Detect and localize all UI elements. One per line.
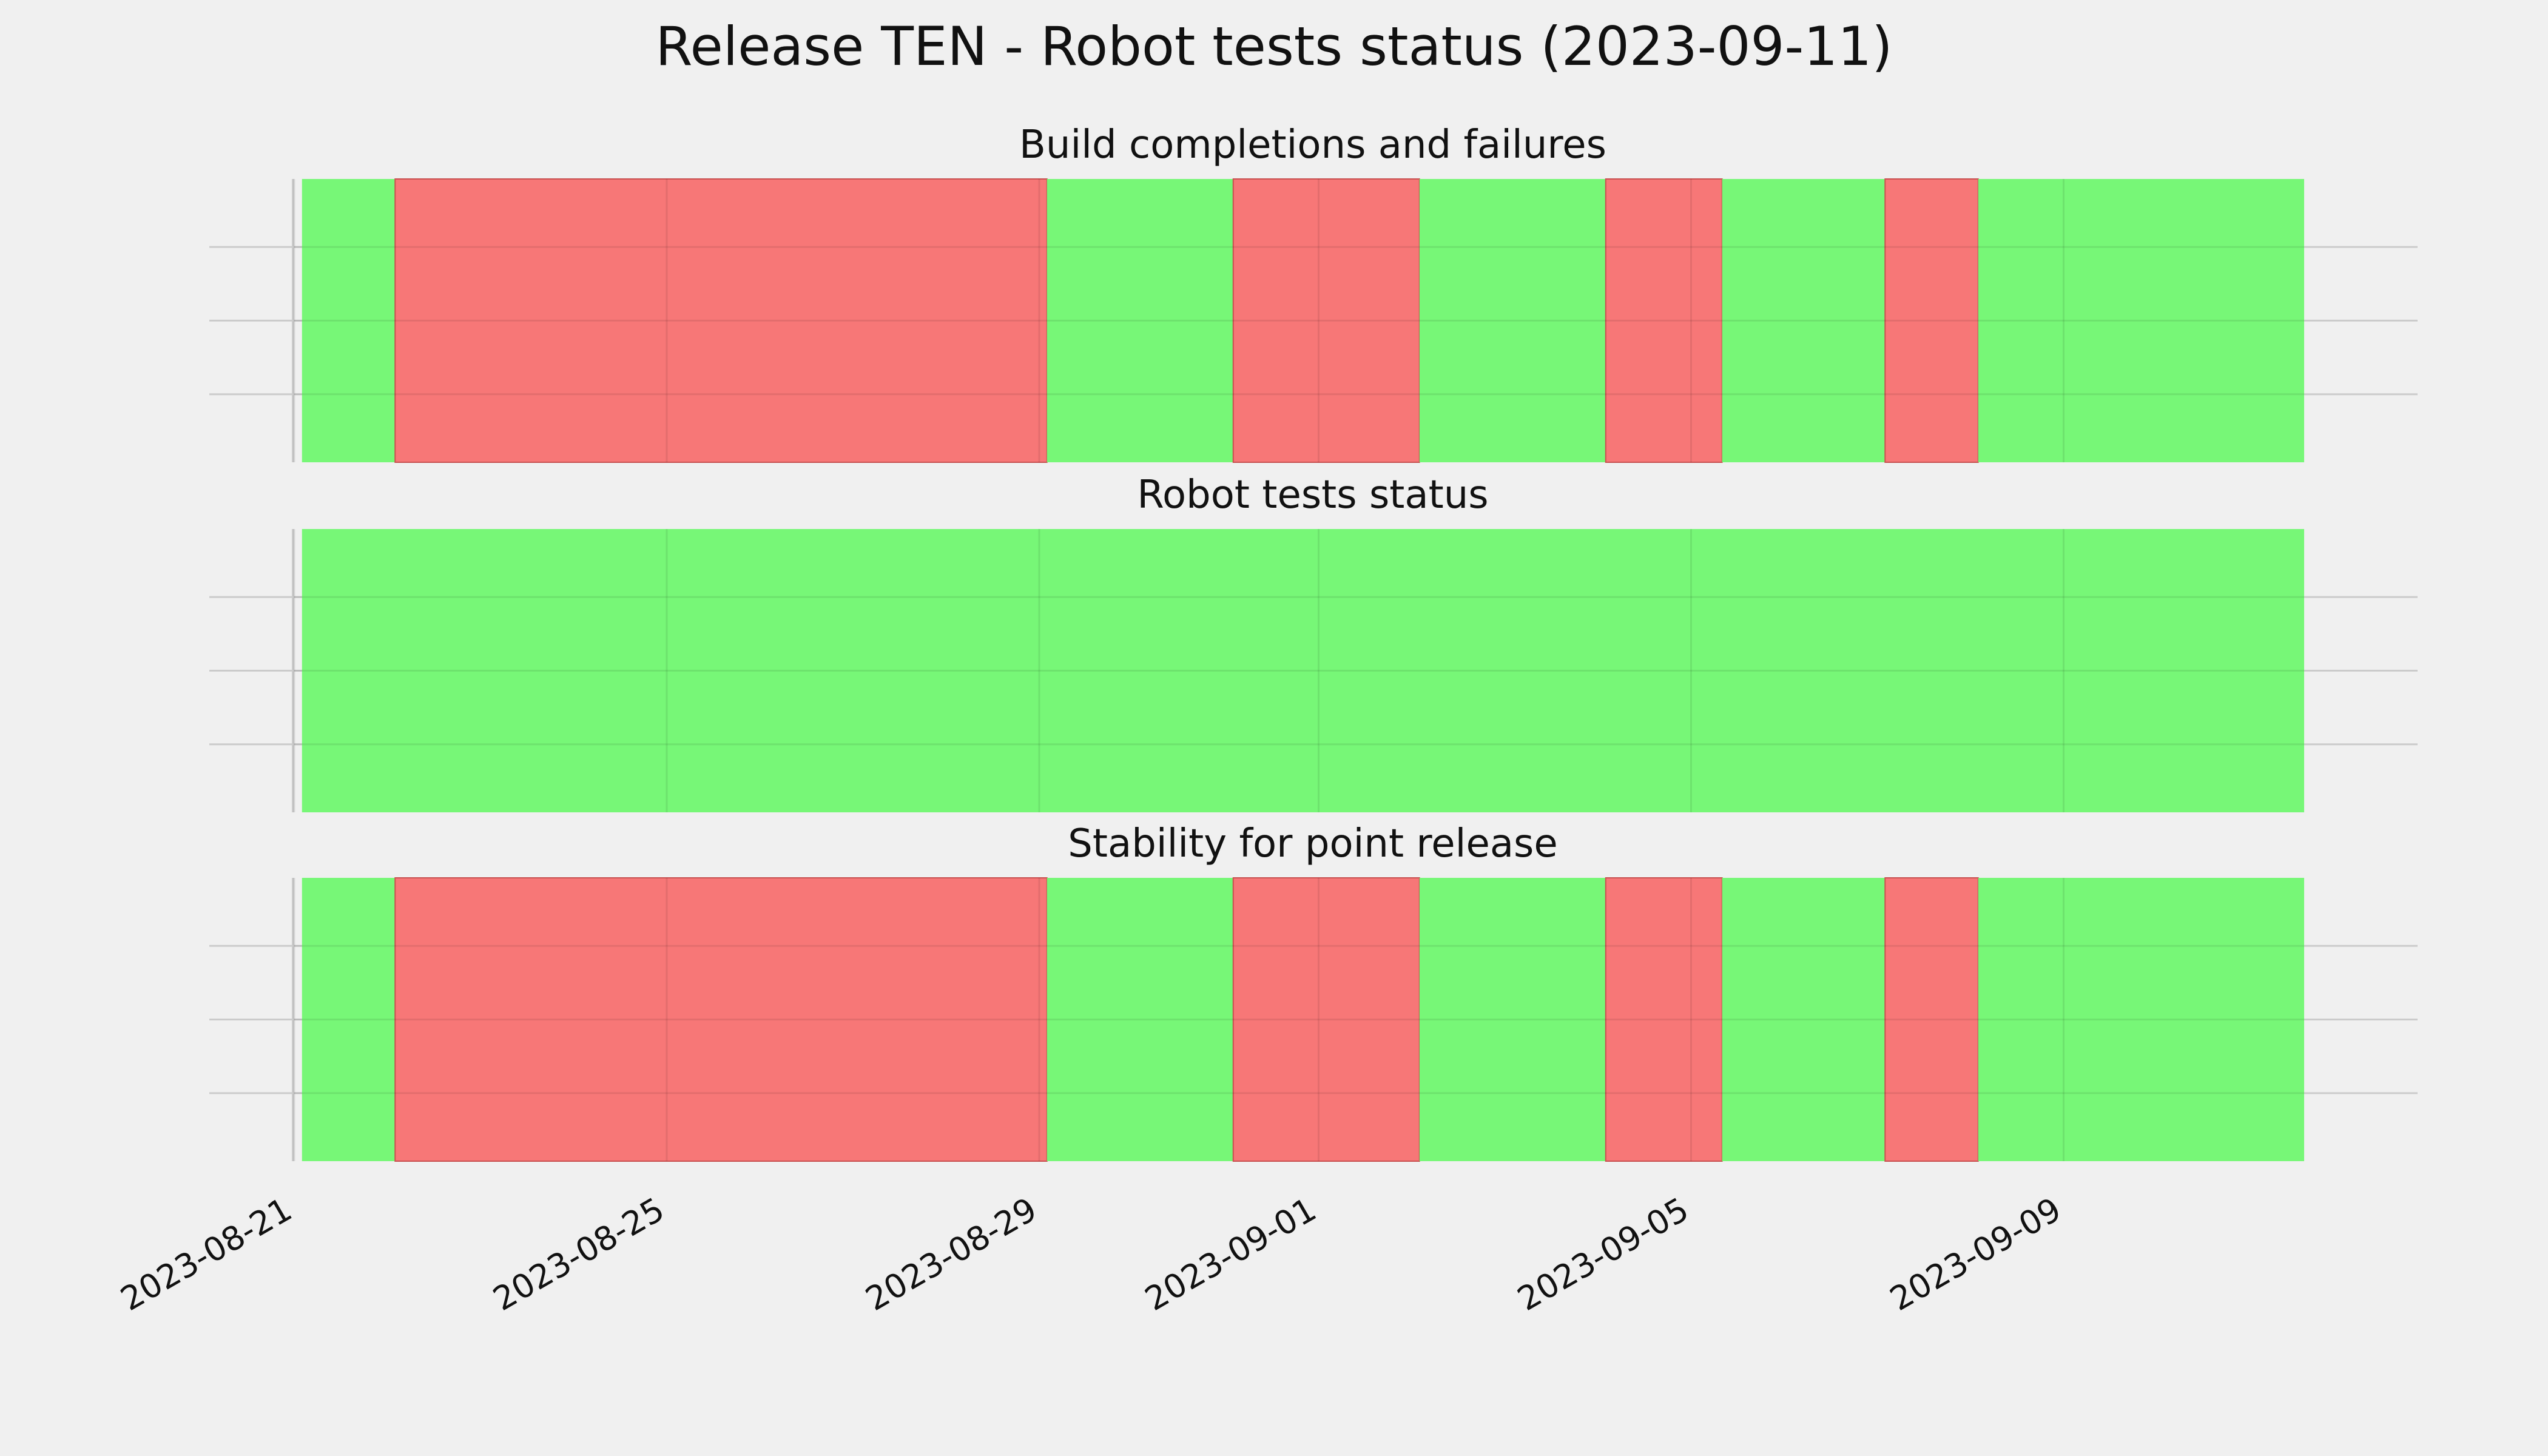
status-segment-pass	[1419, 179, 1606, 462]
status-segment-fail	[1884, 877, 1979, 1162]
panels-group: Build completions and failures Robot test…	[209, 123, 2418, 1162]
status-segment-fail	[1884, 178, 1979, 463]
x-tick-label: 2023-09-05	[1511, 1190, 1695, 1318]
chart-title: Release TEN - Robot tests status (2023-0…	[655, 15, 1892, 78]
x-tick-label: 2023-08-29	[859, 1190, 1043, 1318]
x-tick-label: 2023-09-09	[1884, 1190, 2068, 1318]
x-tick-label: 2023-08-25	[487, 1190, 670, 1318]
x-tick-label: 2023-09-01	[1139, 1190, 1323, 1318]
status-segment-pass	[302, 878, 396, 1161]
status-segment-pass	[302, 529, 2305, 812]
status-segment-pass	[1722, 878, 1886, 1161]
panel-1: Build completions and failures	[209, 123, 2418, 463]
status-segment-fail	[394, 877, 1048, 1162]
panel-title: Robot tests status	[1137, 473, 1488, 517]
x-axis-ticks: 2023-08-21 2023-08-25 2023-08-29 2023-09-01…	[114, 1190, 2068, 1318]
status-segment-fail	[1605, 877, 1723, 1162]
status-segment-fail	[1232, 877, 1420, 1162]
status-segment-pass	[1722, 179, 1886, 462]
status-segment-fail	[1605, 178, 1723, 463]
panel-title: Stability for point release	[1068, 821, 1558, 866]
status-segment-fail	[394, 178, 1048, 463]
panel-3: Stability for point release	[209, 821, 2418, 1162]
x-tick-label: 2023-08-21	[114, 1190, 298, 1318]
status-segment-pass	[1978, 179, 2305, 462]
status-segment-pass	[302, 179, 396, 462]
status-segment-pass	[1419, 878, 1606, 1161]
status-segment-pass	[1046, 179, 1233, 462]
panel-2: Robot tests status	[209, 473, 2418, 812]
status-segment-fail	[1232, 178, 1420, 463]
panel-title: Build completions and failures	[1019, 123, 1606, 167]
status-segment-pass	[1978, 878, 2305, 1161]
status-segment-pass	[1046, 878, 1233, 1161]
